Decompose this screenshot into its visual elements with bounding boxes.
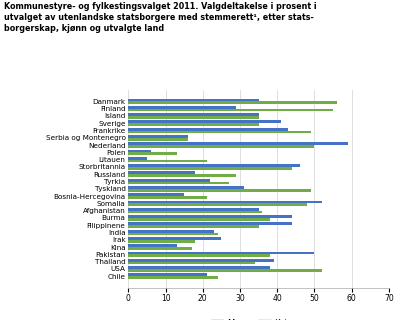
- Bar: [128, 99, 259, 101]
- Bar: [128, 160, 207, 163]
- Bar: [128, 254, 270, 257]
- Bar: [128, 233, 218, 235]
- Bar: [128, 204, 307, 206]
- Bar: [128, 150, 151, 152]
- Bar: [128, 181, 229, 184]
- Bar: [128, 131, 311, 133]
- Bar: [128, 215, 292, 218]
- Bar: [128, 167, 292, 170]
- Bar: [128, 276, 218, 279]
- Bar: [128, 138, 188, 140]
- Bar: [128, 109, 333, 111]
- Bar: [128, 128, 288, 131]
- Bar: [128, 106, 236, 109]
- Bar: [128, 186, 244, 189]
- Bar: [128, 208, 259, 211]
- Bar: [128, 152, 177, 155]
- Bar: [128, 145, 314, 148]
- Bar: [128, 269, 322, 272]
- Bar: [128, 120, 281, 123]
- Bar: [128, 172, 195, 174]
- Bar: [128, 201, 322, 204]
- Bar: [128, 244, 177, 247]
- Bar: [128, 142, 348, 145]
- Bar: [128, 274, 207, 276]
- Text: Kommunestyre- og fylkestingsvalget 2011. Valgdeltakelse i prosent i: Kommunestyre- og fylkestingsvalget 2011.…: [4, 2, 317, 11]
- Bar: [128, 135, 188, 138]
- Text: borgerskap, kjønn og utvalgte land: borgerskap, kjønn og utvalgte land: [4, 24, 164, 33]
- Text: utvalget av utenlandske statsborgere med stemmerett¹, etter stats-: utvalget av utenlandske statsborgere med…: [4, 13, 314, 22]
- Bar: [128, 113, 259, 116]
- Bar: [128, 157, 147, 160]
- Bar: [128, 123, 259, 126]
- Bar: [128, 237, 221, 240]
- Bar: [128, 252, 314, 254]
- Bar: [128, 189, 311, 192]
- Legend: Menn, Kvinner: Menn, Kvinner: [207, 316, 310, 320]
- Bar: [128, 225, 259, 228]
- Bar: [128, 193, 184, 196]
- Bar: [128, 101, 337, 104]
- Bar: [128, 218, 270, 221]
- Bar: [128, 196, 207, 199]
- Bar: [128, 116, 259, 119]
- Bar: [128, 247, 192, 250]
- Bar: [128, 259, 273, 262]
- Bar: [128, 266, 270, 269]
- Bar: [128, 230, 214, 233]
- Bar: [128, 211, 262, 213]
- Bar: [128, 262, 255, 264]
- Bar: [128, 240, 195, 243]
- Bar: [128, 174, 236, 177]
- Bar: [128, 222, 292, 225]
- Bar: [128, 164, 300, 167]
- Bar: [128, 179, 210, 181]
